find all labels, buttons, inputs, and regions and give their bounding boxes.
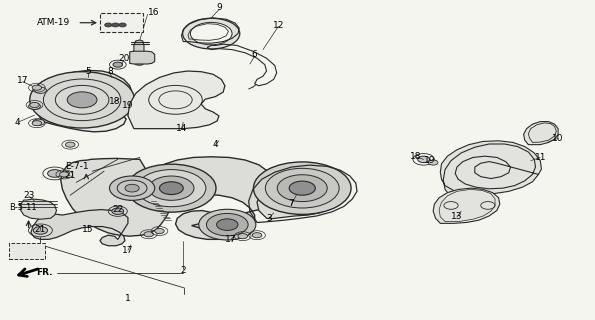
Circle shape — [289, 181, 315, 195]
Polygon shape — [524, 122, 558, 145]
Circle shape — [112, 23, 119, 27]
Circle shape — [137, 170, 206, 207]
Circle shape — [30, 102, 39, 108]
Text: 17: 17 — [122, 246, 134, 255]
Circle shape — [65, 142, 75, 147]
Text: 21: 21 — [35, 225, 46, 234]
Text: 7: 7 — [289, 199, 295, 208]
Circle shape — [418, 156, 430, 163]
Circle shape — [199, 209, 256, 240]
Text: 8: 8 — [107, 67, 113, 76]
Text: 5: 5 — [85, 67, 91, 76]
Polygon shape — [440, 141, 541, 197]
Circle shape — [105, 23, 112, 27]
Polygon shape — [433, 188, 500, 223]
Circle shape — [253, 162, 351, 214]
Polygon shape — [128, 71, 225, 129]
Circle shape — [252, 233, 262, 238]
Circle shape — [32, 121, 42, 126]
Circle shape — [60, 172, 69, 177]
Text: 11: 11 — [534, 153, 546, 162]
Circle shape — [217, 219, 238, 230]
Polygon shape — [61, 157, 275, 239]
Polygon shape — [134, 40, 144, 65]
Circle shape — [33, 119, 45, 125]
Text: B-5-11: B-5-11 — [9, 204, 36, 212]
FancyBboxPatch shape — [9, 243, 45, 259]
Circle shape — [119, 23, 126, 27]
Circle shape — [155, 228, 164, 234]
Circle shape — [238, 234, 248, 239]
Text: 17: 17 — [225, 236, 237, 244]
Circle shape — [67, 92, 97, 108]
Text: 18: 18 — [409, 152, 421, 161]
Text: 3: 3 — [266, 214, 272, 223]
Circle shape — [33, 227, 48, 234]
Circle shape — [48, 170, 62, 177]
Circle shape — [265, 168, 339, 208]
Circle shape — [109, 176, 155, 200]
Polygon shape — [37, 70, 132, 132]
Text: 9: 9 — [216, 4, 222, 12]
Circle shape — [127, 164, 216, 212]
Text: 12: 12 — [273, 21, 284, 30]
Text: 19: 19 — [424, 156, 436, 165]
Circle shape — [113, 62, 123, 67]
Circle shape — [277, 175, 327, 202]
Text: 15: 15 — [82, 225, 94, 234]
Text: 21: 21 — [64, 171, 76, 180]
Polygon shape — [130, 51, 155, 64]
Text: 16: 16 — [148, 8, 159, 17]
Text: 22: 22 — [112, 205, 123, 214]
Text: 10: 10 — [552, 134, 564, 143]
Text: 1: 1 — [125, 294, 131, 303]
Circle shape — [149, 176, 194, 200]
Text: 13: 13 — [451, 212, 463, 221]
Polygon shape — [21, 199, 57, 219]
Text: 4: 4 — [15, 118, 21, 127]
Circle shape — [159, 182, 183, 195]
Circle shape — [206, 213, 248, 236]
Circle shape — [30, 72, 134, 128]
Circle shape — [29, 103, 40, 109]
Circle shape — [112, 208, 124, 214]
Circle shape — [428, 160, 438, 165]
Text: 18: 18 — [109, 97, 121, 106]
Text: 6: 6 — [252, 50, 258, 59]
Circle shape — [183, 18, 240, 49]
Circle shape — [190, 22, 232, 45]
Polygon shape — [31, 210, 128, 246]
FancyBboxPatch shape — [100, 13, 143, 32]
Text: 20: 20 — [118, 54, 130, 63]
Text: 19: 19 — [122, 101, 134, 110]
Circle shape — [18, 248, 32, 256]
Text: 4: 4 — [212, 140, 218, 149]
Circle shape — [35, 87, 46, 93]
Text: 23: 23 — [23, 191, 35, 200]
Text: E-7-1: E-7-1 — [65, 162, 89, 171]
Circle shape — [125, 184, 139, 192]
Text: 14: 14 — [176, 124, 187, 133]
Text: ATM-19: ATM-19 — [37, 18, 70, 27]
Text: 17: 17 — [17, 76, 29, 85]
Text: FR.: FR. — [36, 268, 53, 277]
Polygon shape — [257, 179, 340, 219]
Circle shape — [144, 232, 154, 237]
Circle shape — [32, 85, 42, 90]
Text: 2: 2 — [180, 266, 186, 275]
